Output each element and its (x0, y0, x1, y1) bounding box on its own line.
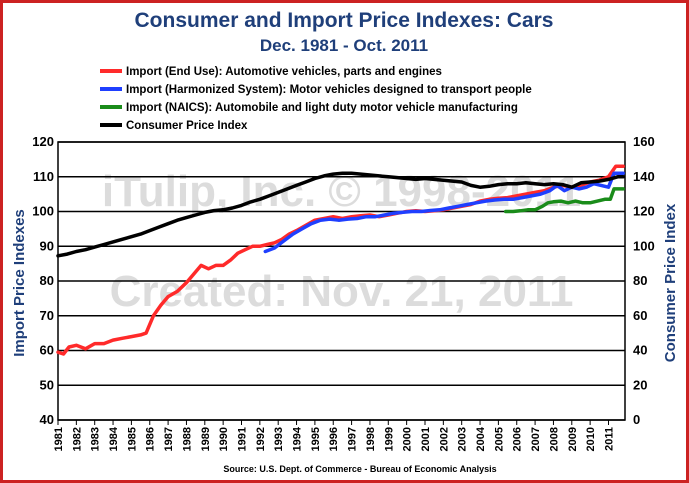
y-tick-right: 120 (633, 204, 655, 219)
y-tick-right: 60 (633, 308, 647, 323)
x-tick-label: 1981 (53, 427, 65, 451)
x-tick-label: 1985 (126, 427, 138, 451)
y-tick-left: 120 (32, 134, 54, 149)
x-tick-label: 1993 (273, 427, 285, 451)
x-tick-label: 1996 (328, 427, 340, 451)
y-tick-left: 80 (40, 273, 54, 288)
x-tick-label: 2010 (585, 427, 597, 451)
y-tick-right: 140 (633, 169, 655, 184)
x-tick-label: 2005 (493, 427, 505, 451)
x-tick-label: 2006 (512, 427, 524, 451)
y-tick-left: 60 (40, 343, 54, 358)
legend-label-naics: Import (NAICS): Automobile and light dut… (126, 102, 518, 114)
legend-label-harmonized: Import (Harmonized System): Motor vehicl… (126, 84, 532, 96)
x-tick-label: 1998 (365, 427, 377, 451)
x-tick-label: 2002 (438, 427, 450, 451)
y-tick-right: 80 (633, 273, 647, 288)
x-tick-label: 1982 (71, 427, 83, 451)
x-tick-label: 1991 (236, 427, 248, 451)
x-tick-label: 1988 (181, 427, 193, 451)
source-note: Source: U.S. Dept. of Commerce - Bureau … (223, 464, 496, 474)
x-tick-label: 2011 (603, 427, 615, 451)
y-tick-right: 0 (633, 412, 640, 427)
x-tick-label: 1992 (255, 427, 267, 451)
x-tick-label: 2009 (567, 427, 579, 451)
x-tick-label: 2007 (530, 427, 542, 451)
y-tick-left: 50 (40, 377, 54, 392)
y-tick-left: 100 (32, 204, 54, 219)
x-tick-label: 1994 (292, 426, 304, 451)
legend: Import (End Use): Automotive vehicles, p… (100, 66, 532, 132)
y-tick-left: 70 (40, 308, 54, 323)
y-tick-right: 160 (633, 134, 655, 149)
y-tick-right: 100 (633, 238, 655, 253)
x-tick-label: 1990 (218, 427, 230, 451)
x-tick-label: 1983 (90, 427, 102, 451)
y-tick-left: 40 (40, 412, 54, 427)
y-tick-left: 110 (33, 169, 54, 184)
x-tick-label: 1989 (200, 427, 212, 451)
y-axis-left-title: Import Price Indexes (11, 209, 28, 357)
x-tick-label: 1986 (145, 427, 157, 451)
x-tick-label: 2008 (548, 427, 560, 451)
chart-title: Consumer and Import Price Indexes: Cars (135, 9, 554, 32)
legend-label-cpi: Consumer Price Index (126, 120, 248, 132)
x-tick-label: 1984 (108, 426, 120, 451)
x-tick-label: 1987 (163, 427, 175, 451)
x-tick-label: 1995 (310, 427, 322, 451)
chart-subtitle: Dec. 1981 - Oct. 2011 (260, 36, 428, 55)
x-tick-label: 2004 (475, 426, 487, 451)
legend-label-end-use: Import (End Use): Automotive vehicles, p… (126, 66, 442, 78)
chart-svg: Consumer and Import Price Indexes: Cars … (0, 0, 689, 483)
y-tick-right: 40 (633, 343, 647, 358)
x-tick-label: 2000 (402, 427, 414, 451)
x-tick-label: 2003 (457, 427, 469, 451)
x-tick-label: 1997 (347, 427, 359, 451)
y-tick-left: 90 (40, 238, 54, 253)
x-tick-label: 1999 (383, 427, 395, 451)
y-axis-right-title: Consumer Price Index (662, 203, 679, 362)
x-tick-label: 2001 (420, 427, 432, 451)
y-tick-right: 20 (633, 377, 647, 392)
